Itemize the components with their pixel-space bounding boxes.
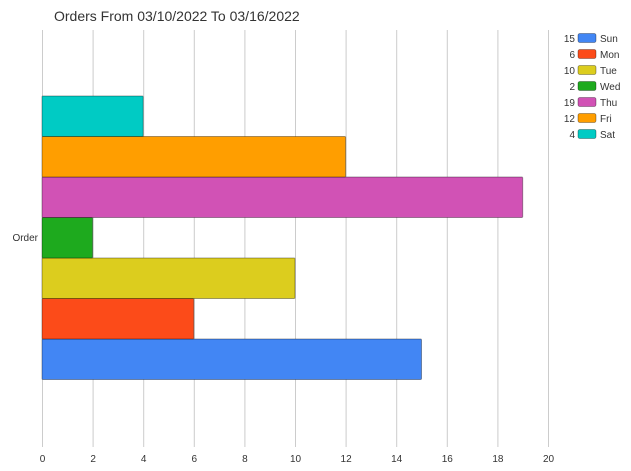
- legend-label: Sun: [600, 34, 618, 45]
- legend-label: Wed: [600, 82, 620, 93]
- bar-tue: [41, 257, 296, 299]
- bar-sat: [41, 95, 144, 137]
- legend-swatch: [577, 49, 597, 59]
- legend-label: Mon: [600, 50, 619, 61]
- legend-label: Sat: [600, 130, 615, 141]
- x-tick-label: 4: [141, 454, 147, 465]
- legend-swatch: [577, 81, 597, 91]
- legend-swatch: [577, 65, 597, 75]
- legend-value: 10: [564, 66, 576, 77]
- x-tick-label: 20: [543, 454, 555, 465]
- legend-swatch: [577, 113, 597, 123]
- bar-fri: [41, 136, 347, 178]
- bar-thu: [41, 176, 524, 218]
- x-tick-label: 12: [341, 454, 353, 465]
- legend-value: 15: [564, 34, 576, 45]
- bar-mon: [41, 298, 195, 340]
- x-tick-label: 6: [192, 454, 198, 465]
- x-tick-label: 2: [90, 454, 96, 465]
- legend-swatch: [577, 97, 597, 107]
- bar-wed: [41, 217, 94, 259]
- x-tick-label: 10: [290, 454, 302, 465]
- legend-swatch: [577, 129, 597, 139]
- legend-value: 19: [564, 98, 576, 109]
- x-tick-label: 0: [40, 454, 46, 465]
- legend-value: 2: [569, 82, 575, 93]
- legend-value: 4: [569, 130, 575, 141]
- legend-value: 6: [569, 50, 575, 61]
- category-label: Order: [12, 233, 38, 244]
- bar-sun: [41, 338, 422, 380]
- x-tick-label: 8: [242, 454, 248, 465]
- legend-swatch: [577, 33, 597, 43]
- legend-label: Fri: [600, 114, 612, 125]
- chart-title: Orders From 03/10/2022 To 03/16/2022: [54, 8, 300, 24]
- x-tick-label: 18: [492, 454, 504, 465]
- legend-label: Thu: [600, 98, 617, 109]
- legend-label: Tue: [600, 66, 617, 77]
- x-tick-label: 14: [391, 454, 403, 465]
- x-tick-label: 16: [442, 454, 454, 465]
- legend-value: 12: [564, 114, 576, 125]
